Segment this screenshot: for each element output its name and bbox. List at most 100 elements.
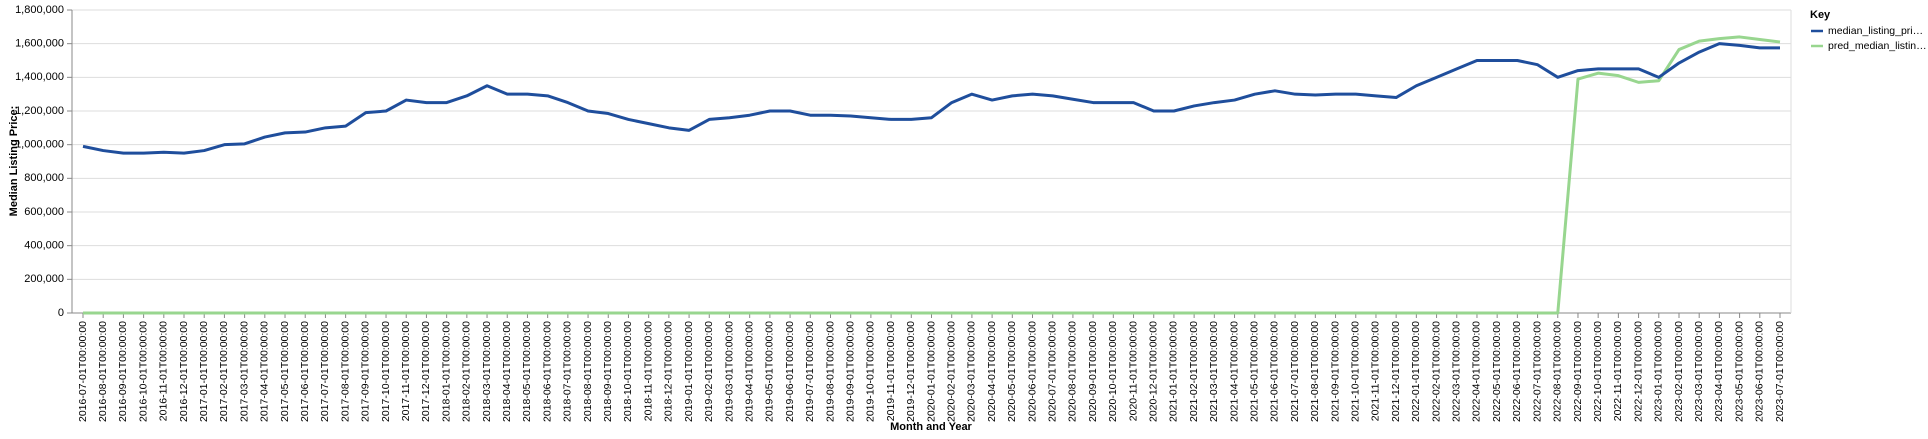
x-tick-label: 2020-02-01T00:00:00 bbox=[945, 321, 957, 422]
x-tick-label: 2020-04-01T00:00:00 bbox=[986, 321, 998, 422]
x-tick-label: 2019-09-01T00:00:00 bbox=[844, 321, 856, 422]
x-tick-label: 2021-10-01T00:00:00 bbox=[1350, 321, 1362, 422]
y-tick-label: 1,000,000 bbox=[15, 139, 64, 151]
x-tick-label: 2022-10-01T00:00:00 bbox=[1592, 321, 1604, 422]
x-tick-label: 2021-11-01T00:00:00 bbox=[1370, 321, 1382, 421]
x-tick-label: 2018-10-01T00:00:00 bbox=[622, 321, 634, 422]
y-tick-label: 200,000 bbox=[24, 273, 64, 285]
x-tick-label: 2017-10-01T00:00:00 bbox=[380, 321, 392, 422]
x-tick-label: 2017-02-01T00:00:00 bbox=[218, 321, 230, 422]
x-tick-label: 2017-06-01T00:00:00 bbox=[299, 321, 311, 422]
y-tick-label: 1,400,000 bbox=[15, 71, 64, 83]
x-tick-label: 2020-03-01T00:00:00 bbox=[966, 321, 978, 422]
x-tick-label: 2017-12-01T00:00:00 bbox=[420, 321, 432, 422]
x-tick-label: 2021-08-01T00:00:00 bbox=[1309, 321, 1321, 422]
y-axis-title: Median Listing Price: bbox=[8, 106, 20, 217]
x-tick-label: 2018-11-01T00:00:00 bbox=[642, 321, 654, 421]
x-tick-label: 2016-07-01T00:00:00 bbox=[77, 321, 89, 422]
x-tick-label: 2021-01-01T00:00:00 bbox=[1168, 321, 1180, 422]
x-tick-label: 2022-04-01T00:00:00 bbox=[1471, 321, 1483, 422]
x-tick-label: 2018-06-01T00:00:00 bbox=[541, 321, 553, 422]
x-tick-label: 2020-09-01T00:00:00 bbox=[1087, 321, 1099, 422]
x-tick-label: 2022-12-01T00:00:00 bbox=[1632, 321, 1644, 422]
x-tick-label: 2019-11-01T00:00:00 bbox=[885, 321, 897, 421]
x-tick-label: 2018-05-01T00:00:00 bbox=[521, 321, 533, 422]
x-tick-label: 2018-09-01T00:00:00 bbox=[602, 321, 614, 422]
x-tick-label: 2022-05-01T00:00:00 bbox=[1491, 321, 1503, 422]
y-tick-label: 400,000 bbox=[24, 240, 64, 252]
x-tick-label: 2020-01-01T00:00:00 bbox=[925, 321, 937, 422]
x-axis-title: Month and Year bbox=[890, 421, 972, 433]
x-tick-label: 2017-01-01T00:00:00 bbox=[198, 321, 210, 422]
series-line bbox=[82, 42, 1780, 155]
x-tick-label: 2021-07-01T00:00:00 bbox=[1289, 321, 1301, 422]
x-tick-label: 2023-05-01T00:00:00 bbox=[1733, 321, 1745, 422]
x-tick-label: 2022-08-01T00:00:00 bbox=[1552, 321, 1564, 422]
x-tick-label: 2023-03-01T00:00:00 bbox=[1693, 321, 1705, 422]
x-tick-label: 2018-08-01T00:00:00 bbox=[582, 321, 594, 422]
x-tick-label: 2019-01-01T00:00:00 bbox=[683, 321, 695, 422]
x-tick-label: 2023-02-01T00:00:00 bbox=[1673, 321, 1685, 422]
x-tick-label: 2022-09-01T00:00:00 bbox=[1572, 321, 1584, 422]
x-tick-label: 2021-12-01T00:00:00 bbox=[1390, 321, 1402, 422]
x-tick-label: 2022-03-01T00:00:00 bbox=[1451, 321, 1463, 422]
x-tick-label: 2020-12-01T00:00:00 bbox=[1148, 321, 1160, 422]
x-tick-label: 2016-11-01T00:00:00 bbox=[158, 321, 170, 421]
x-tick-label: 2019-06-01T00:00:00 bbox=[784, 321, 796, 422]
x-tick-label: 2017-03-01T00:00:00 bbox=[238, 321, 250, 422]
x-tick-label: 2016-08-01T00:00:00 bbox=[97, 321, 109, 422]
x-tick-label: 2017-04-01T00:00:00 bbox=[259, 321, 271, 422]
legend-label: pred_median_listin… bbox=[1828, 40, 1927, 52]
x-tick-label: 2016-12-01T00:00:00 bbox=[178, 321, 190, 422]
x-tick-label: 2018-01-01T00:00:00 bbox=[440, 321, 452, 422]
x-tick-label: 2019-02-01T00:00:00 bbox=[703, 321, 715, 422]
x-tick-label: 2023-04-01T00:00:00 bbox=[1713, 321, 1725, 422]
y-tick-label: 800,000 bbox=[24, 172, 64, 184]
x-tick-label: 2019-04-01T00:00:00 bbox=[743, 321, 755, 422]
x-tick-label: 2021-02-01T00:00:00 bbox=[1188, 321, 1200, 422]
x-tick-label: 2023-06-01T00:00:00 bbox=[1754, 321, 1766, 422]
x-tick-label: 2017-08-01T00:00:00 bbox=[339, 321, 351, 422]
x-tick-label: 2018-07-01T00:00:00 bbox=[562, 321, 574, 422]
x-tick-label: 2022-07-01T00:00:00 bbox=[1531, 321, 1543, 422]
x-tick-label: 2023-01-01T00:00:00 bbox=[1653, 321, 1665, 422]
x-tick-label: 2019-10-01T00:00:00 bbox=[865, 321, 877, 422]
x-tick-label: 2023-07-01T00:00:00 bbox=[1774, 321, 1786, 422]
x-tick-label: 2021-06-01T00:00:00 bbox=[1269, 321, 1281, 422]
legend-title: Key bbox=[1810, 9, 1831, 21]
legend-label: median_listing_pri… bbox=[1828, 25, 1923, 37]
x-tick-label: 2016-10-01T00:00:00 bbox=[137, 321, 149, 422]
x-tick-label: 2017-05-01T00:00:00 bbox=[279, 321, 291, 422]
y-tick-label: 1,200,000 bbox=[15, 105, 64, 117]
x-tick-label: 2022-11-01T00:00:00 bbox=[1612, 321, 1624, 421]
x-tick-label: 2020-10-01T00:00:00 bbox=[1107, 321, 1119, 422]
x-tick-label: 2021-03-01T00:00:00 bbox=[1208, 321, 1220, 422]
y-tick-label: 1,600,000 bbox=[15, 38, 64, 50]
x-tick-label: 2021-09-01T00:00:00 bbox=[1329, 321, 1341, 422]
x-tick-label: 2019-08-01T00:00:00 bbox=[824, 321, 836, 422]
x-tick-label: 2022-01-01T00:00:00 bbox=[1410, 321, 1422, 422]
x-tick-label: 2021-04-01T00:00:00 bbox=[1228, 321, 1240, 422]
x-tick-label: 2017-11-01T00:00:00 bbox=[400, 321, 412, 421]
x-tick-label: 2019-05-01T00:00:00 bbox=[764, 321, 776, 422]
x-tick-label: 2016-09-01T00:00:00 bbox=[117, 321, 129, 422]
x-tick-label: 2019-12-01T00:00:00 bbox=[905, 321, 917, 422]
x-tick-label: 2021-05-01T00:00:00 bbox=[1249, 321, 1261, 422]
x-tick-label: 2020-05-01T00:00:00 bbox=[1006, 321, 1018, 422]
x-tick-label: 2019-07-01T00:00:00 bbox=[804, 321, 816, 422]
x-tick-label: 2018-04-01T00:00:00 bbox=[501, 321, 513, 422]
x-tick-label: 2020-06-01T00:00:00 bbox=[1026, 321, 1038, 422]
y-tick-label: 0 bbox=[58, 307, 64, 319]
x-tick-label: 2020-08-01T00:00:00 bbox=[1067, 321, 1079, 422]
x-tick-label: 2019-03-01T00:00:00 bbox=[723, 321, 735, 422]
y-tick-label: 1,800,000 bbox=[15, 4, 64, 16]
x-tick-label: 2017-07-01T00:00:00 bbox=[319, 321, 331, 422]
x-tick-label: 2022-02-01T00:00:00 bbox=[1430, 321, 1442, 422]
x-tick-label: 2022-06-01T00:00:00 bbox=[1511, 321, 1523, 422]
x-tick-label: 2018-02-01T00:00:00 bbox=[461, 321, 473, 422]
y-tick-label: 600,000 bbox=[24, 206, 64, 218]
series-line bbox=[83, 35, 1781, 315]
x-tick-label: 2020-07-01T00:00:00 bbox=[1046, 321, 1058, 422]
